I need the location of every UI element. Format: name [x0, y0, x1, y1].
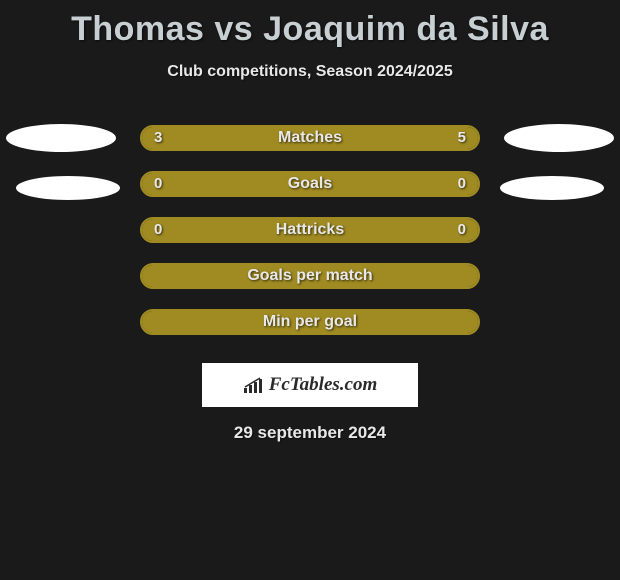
stat-bar: 0 Goals 0	[140, 171, 480, 197]
bar-segment-left	[142, 173, 310, 195]
stat-rows: 3 Matches 5 0 Goals 0 0 Hattricks 0	[0, 115, 620, 345]
stat-bar: 0 Hattricks 0	[140, 217, 480, 243]
chart-icon	[243, 376, 265, 394]
stat-row-matches: 3 Matches 5	[0, 115, 620, 161]
bar-segment-right	[268, 127, 478, 149]
brand-logo-box: FcTables.com	[202, 363, 418, 407]
stat-value-left: 0	[154, 219, 162, 241]
stat-bar: Goals per match	[140, 263, 480, 289]
bar-segment-right	[310, 173, 478, 195]
stat-row-goals: 0 Goals 0	[0, 161, 620, 207]
date-text: 29 september 2024	[0, 423, 620, 443]
subtitle: Club competitions, Season 2024/2025	[0, 63, 620, 81]
bar-segment-left	[142, 265, 478, 287]
bar-segment-left	[142, 311, 478, 333]
stat-bar: 3 Matches 5	[140, 125, 480, 151]
bar-segment-left	[142, 219, 310, 241]
stat-row-goals-per-match: Goals per match	[0, 253, 620, 299]
main-title: Thomas vs Joaquim da Silva	[0, 0, 620, 49]
stat-value-right: 0	[458, 219, 466, 241]
brand-text: FcTables.com	[269, 374, 378, 396]
stat-value-left: 3	[154, 127, 162, 149]
stat-bar: Min per goal	[140, 309, 480, 335]
comparison-infographic: Thomas vs Joaquim da Silva Club competit…	[0, 0, 620, 580]
brand-logo: FcTables.com	[243, 374, 378, 396]
stat-value-left: 0	[154, 173, 162, 195]
stat-row-min-per-goal: Min per goal	[0, 299, 620, 345]
stat-row-hattricks: 0 Hattricks 0	[0, 207, 620, 253]
bar-segment-right	[310, 219, 478, 241]
stat-value-right: 5	[458, 127, 466, 149]
stat-value-right: 0	[458, 173, 466, 195]
